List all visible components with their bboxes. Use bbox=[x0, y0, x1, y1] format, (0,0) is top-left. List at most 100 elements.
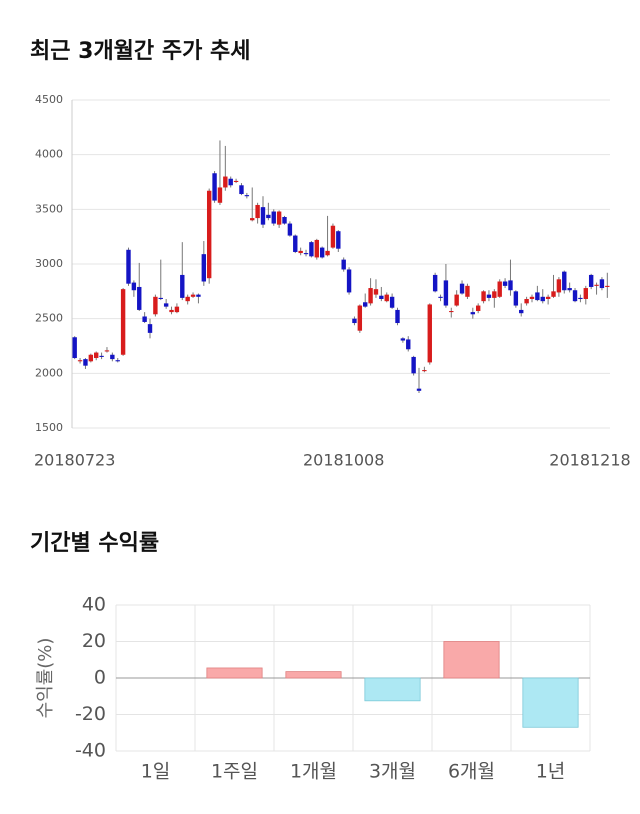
candle-body bbox=[357, 305, 363, 331]
candle-body bbox=[599, 279, 605, 289]
candle-body bbox=[352, 318, 357, 324]
candle-body bbox=[492, 291, 497, 298]
candle-body bbox=[551, 291, 556, 297]
y-tick-label: -20 bbox=[75, 703, 106, 725]
candle-body bbox=[223, 176, 228, 188]
y-tick-label: 4000 bbox=[35, 148, 63, 161]
candle-body bbox=[174, 306, 180, 313]
candle-body bbox=[379, 295, 384, 299]
candle-body bbox=[341, 259, 346, 270]
candle-body bbox=[153, 296, 158, 315]
candle-body bbox=[497, 281, 502, 297]
candle-body bbox=[513, 291, 519, 306]
candle-body bbox=[147, 324, 153, 333]
candle-body bbox=[395, 309, 400, 324]
candle-body bbox=[260, 207, 266, 225]
candle-body bbox=[137, 286, 142, 310]
candle-body bbox=[443, 280, 449, 306]
y-tick-label: 2500 bbox=[35, 312, 63, 325]
candle-body bbox=[228, 178, 233, 186]
candle-body bbox=[217, 187, 223, 203]
x-tick-label: 1개월 bbox=[290, 761, 337, 783]
candle-body bbox=[562, 271, 567, 291]
candle-body bbox=[88, 354, 94, 362]
candle-body bbox=[540, 296, 545, 302]
candle-body bbox=[239, 185, 244, 195]
x-tick-label: 20181008 bbox=[303, 451, 384, 470]
candle-body bbox=[588, 274, 594, 287]
candle-body bbox=[384, 294, 389, 302]
candle-body bbox=[201, 254, 207, 282]
candle-body bbox=[567, 288, 572, 291]
candle-body bbox=[427, 304, 432, 363]
bar bbox=[522, 677, 579, 728]
candle-body bbox=[465, 285, 470, 297]
candle-body bbox=[400, 338, 406, 341]
candle-body bbox=[605, 285, 610, 287]
candle-body bbox=[293, 235, 298, 252]
candle-body bbox=[142, 316, 147, 322]
bar bbox=[364, 677, 421, 702]
candle-body bbox=[169, 309, 174, 313]
candle-body bbox=[287, 223, 293, 236]
candle-body bbox=[115, 360, 120, 362]
candle-body bbox=[438, 296, 443, 298]
candle-body bbox=[94, 352, 99, 359]
candle-body bbox=[126, 249, 131, 284]
candle-body bbox=[271, 211, 276, 224]
y-tick-label: 0 bbox=[94, 667, 106, 689]
candle-body bbox=[163, 303, 169, 307]
x-tick-label: 1년 bbox=[536, 761, 566, 783]
y-tick-label: 2000 bbox=[35, 366, 63, 379]
candle-body bbox=[481, 291, 486, 302]
candle-body bbox=[406, 339, 411, 350]
candle-body bbox=[120, 289, 126, 355]
candle-body bbox=[83, 359, 88, 366]
candle-body bbox=[99, 355, 104, 357]
candle-body bbox=[449, 311, 454, 313]
y-tick-label: -40 bbox=[75, 740, 106, 762]
candle-body bbox=[508, 280, 513, 291]
candle-body bbox=[470, 312, 476, 315]
candle-body bbox=[535, 292, 540, 301]
candle-body bbox=[454, 294, 459, 306]
candle-body bbox=[196, 294, 201, 297]
candle-body bbox=[583, 288, 588, 299]
candle-body bbox=[524, 298, 529, 304]
candle-body bbox=[185, 296, 190, 302]
candle-body bbox=[346, 269, 352, 293]
chart-title: 최근 3개월간 주가 추세 bbox=[30, 39, 250, 64]
candle-body bbox=[309, 242, 314, 257]
x-tick-label: 20181218 bbox=[549, 451, 630, 470]
candle-body bbox=[158, 297, 163, 299]
y-tick-label: 20 bbox=[82, 630, 106, 652]
candle-body bbox=[411, 356, 416, 374]
candle-body bbox=[336, 231, 341, 249]
candle-body bbox=[250, 218, 255, 221]
bar bbox=[206, 667, 263, 679]
candle-body bbox=[475, 305, 481, 312]
candle-body bbox=[276, 211, 282, 225]
bar bbox=[285, 671, 342, 679]
candle-body bbox=[282, 216, 287, 224]
candle-body bbox=[486, 294, 492, 298]
chart-title: 기간별 수익률 bbox=[30, 531, 159, 556]
candle-body bbox=[104, 350, 110, 352]
candle-body bbox=[266, 214, 271, 219]
candle-body bbox=[502, 281, 508, 286]
candle-body bbox=[459, 283, 465, 294]
candle-body bbox=[416, 388, 422, 391]
x-tick-label: 1일 bbox=[141, 761, 171, 783]
candle-body bbox=[325, 250, 330, 256]
candle-body bbox=[529, 296, 535, 299]
candle-body bbox=[545, 296, 551, 299]
candle-body bbox=[298, 250, 303, 254]
candle-body bbox=[330, 225, 336, 248]
candle-body bbox=[319, 247, 325, 258]
candle-body bbox=[314, 239, 319, 258]
y-axis-label: 수익률(%) bbox=[35, 638, 56, 719]
x-tick-label: 3개월 bbox=[369, 761, 416, 783]
candle-body bbox=[244, 195, 250, 197]
